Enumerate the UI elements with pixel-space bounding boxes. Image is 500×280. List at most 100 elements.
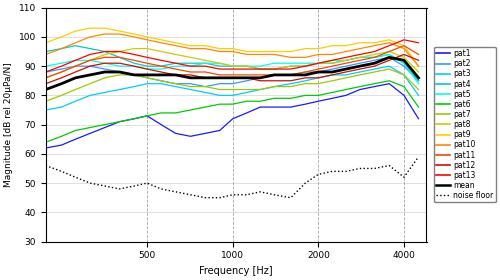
pat1 — [244, 111, 250, 115]
mean — [416, 76, 422, 80]
pat11 — [416, 53, 422, 56]
pat13 — [272, 67, 278, 71]
pat2 — [131, 73, 137, 77]
pat4 — [330, 62, 336, 65]
mean — [330, 70, 336, 74]
pat9 — [188, 44, 194, 47]
pat4 — [172, 62, 178, 65]
mean — [116, 70, 122, 74]
pat9 — [230, 47, 235, 50]
pat10 — [216, 50, 222, 53]
pat4 — [401, 62, 407, 65]
pat4 — [357, 56, 363, 59]
mean — [216, 76, 222, 80]
pat4 — [230, 64, 235, 68]
pat1 — [272, 105, 278, 109]
pat9 — [386, 38, 392, 41]
pat3 — [188, 88, 194, 91]
pat12 — [72, 70, 78, 74]
pat6 — [172, 111, 178, 115]
noise floor — [72, 176, 78, 179]
pat8 — [230, 64, 235, 68]
pat9 — [288, 50, 294, 53]
pat7 — [58, 94, 64, 97]
pat11 — [202, 70, 208, 74]
pat11 — [58, 70, 64, 74]
pat13 — [58, 64, 64, 68]
pat7 — [116, 73, 122, 77]
pat8 — [330, 62, 336, 65]
Line: noise floor: noise floor — [46, 157, 418, 198]
mean — [58, 82, 64, 85]
pat1 — [72, 137, 78, 141]
pat13 — [372, 50, 378, 53]
pat12 — [188, 73, 194, 77]
pat12 — [302, 76, 308, 80]
mean — [316, 70, 322, 74]
pat6 — [386, 79, 392, 82]
noise floor — [216, 196, 222, 199]
pat12 — [416, 59, 422, 62]
mean — [288, 73, 294, 77]
pat3 — [288, 82, 294, 85]
pat4 — [42, 50, 48, 53]
pat3 — [144, 82, 150, 85]
pat13 — [401, 38, 407, 41]
pat4 — [202, 62, 208, 65]
pat12 — [131, 64, 137, 68]
pat3 — [372, 67, 378, 71]
pat5 — [386, 53, 392, 56]
pat12 — [158, 70, 164, 74]
pat2 — [72, 64, 78, 68]
pat3 — [258, 88, 264, 91]
pat3 — [131, 85, 137, 88]
pat6 — [202, 105, 208, 109]
pat13 — [244, 67, 250, 71]
pat8 — [172, 53, 178, 56]
pat5 — [357, 56, 363, 59]
pat6 — [330, 91, 336, 94]
pat10 — [316, 53, 322, 56]
mean — [343, 67, 349, 71]
pat9 — [316, 47, 322, 50]
pat1 — [102, 126, 108, 129]
pat10 — [102, 32, 108, 36]
pat5 — [343, 59, 349, 62]
pat6 — [102, 123, 108, 126]
pat8 — [216, 62, 222, 65]
pat3 — [272, 85, 278, 88]
pat11 — [343, 62, 349, 65]
pat11 — [272, 73, 278, 77]
pat12 — [216, 76, 222, 80]
pat3 — [72, 100, 78, 103]
pat8 — [386, 50, 392, 53]
pat13 — [202, 64, 208, 68]
pat9 — [272, 50, 278, 53]
pat7 — [330, 79, 336, 82]
noise floor — [416, 155, 422, 158]
pat10 — [343, 50, 349, 53]
pat8 — [416, 70, 422, 74]
pat12 — [386, 59, 392, 62]
pat13 — [302, 64, 308, 68]
pat7 — [158, 79, 164, 82]
pat7 — [72, 88, 78, 91]
noise floor — [230, 193, 235, 197]
pat10 — [416, 64, 422, 68]
pat2 — [372, 59, 378, 62]
pat2 — [302, 70, 308, 74]
pat6 — [316, 94, 322, 97]
mean — [172, 73, 178, 77]
noise floor — [102, 184, 108, 188]
pat11 — [158, 64, 164, 68]
pat7 — [386, 67, 392, 71]
pat10 — [230, 50, 235, 53]
mean — [272, 73, 278, 77]
pat6 — [302, 94, 308, 97]
pat10 — [188, 47, 194, 50]
pat13 — [42, 70, 48, 74]
noise floor — [386, 164, 392, 167]
pat8 — [102, 53, 108, 56]
noise floor — [116, 187, 122, 191]
mean — [230, 76, 235, 80]
